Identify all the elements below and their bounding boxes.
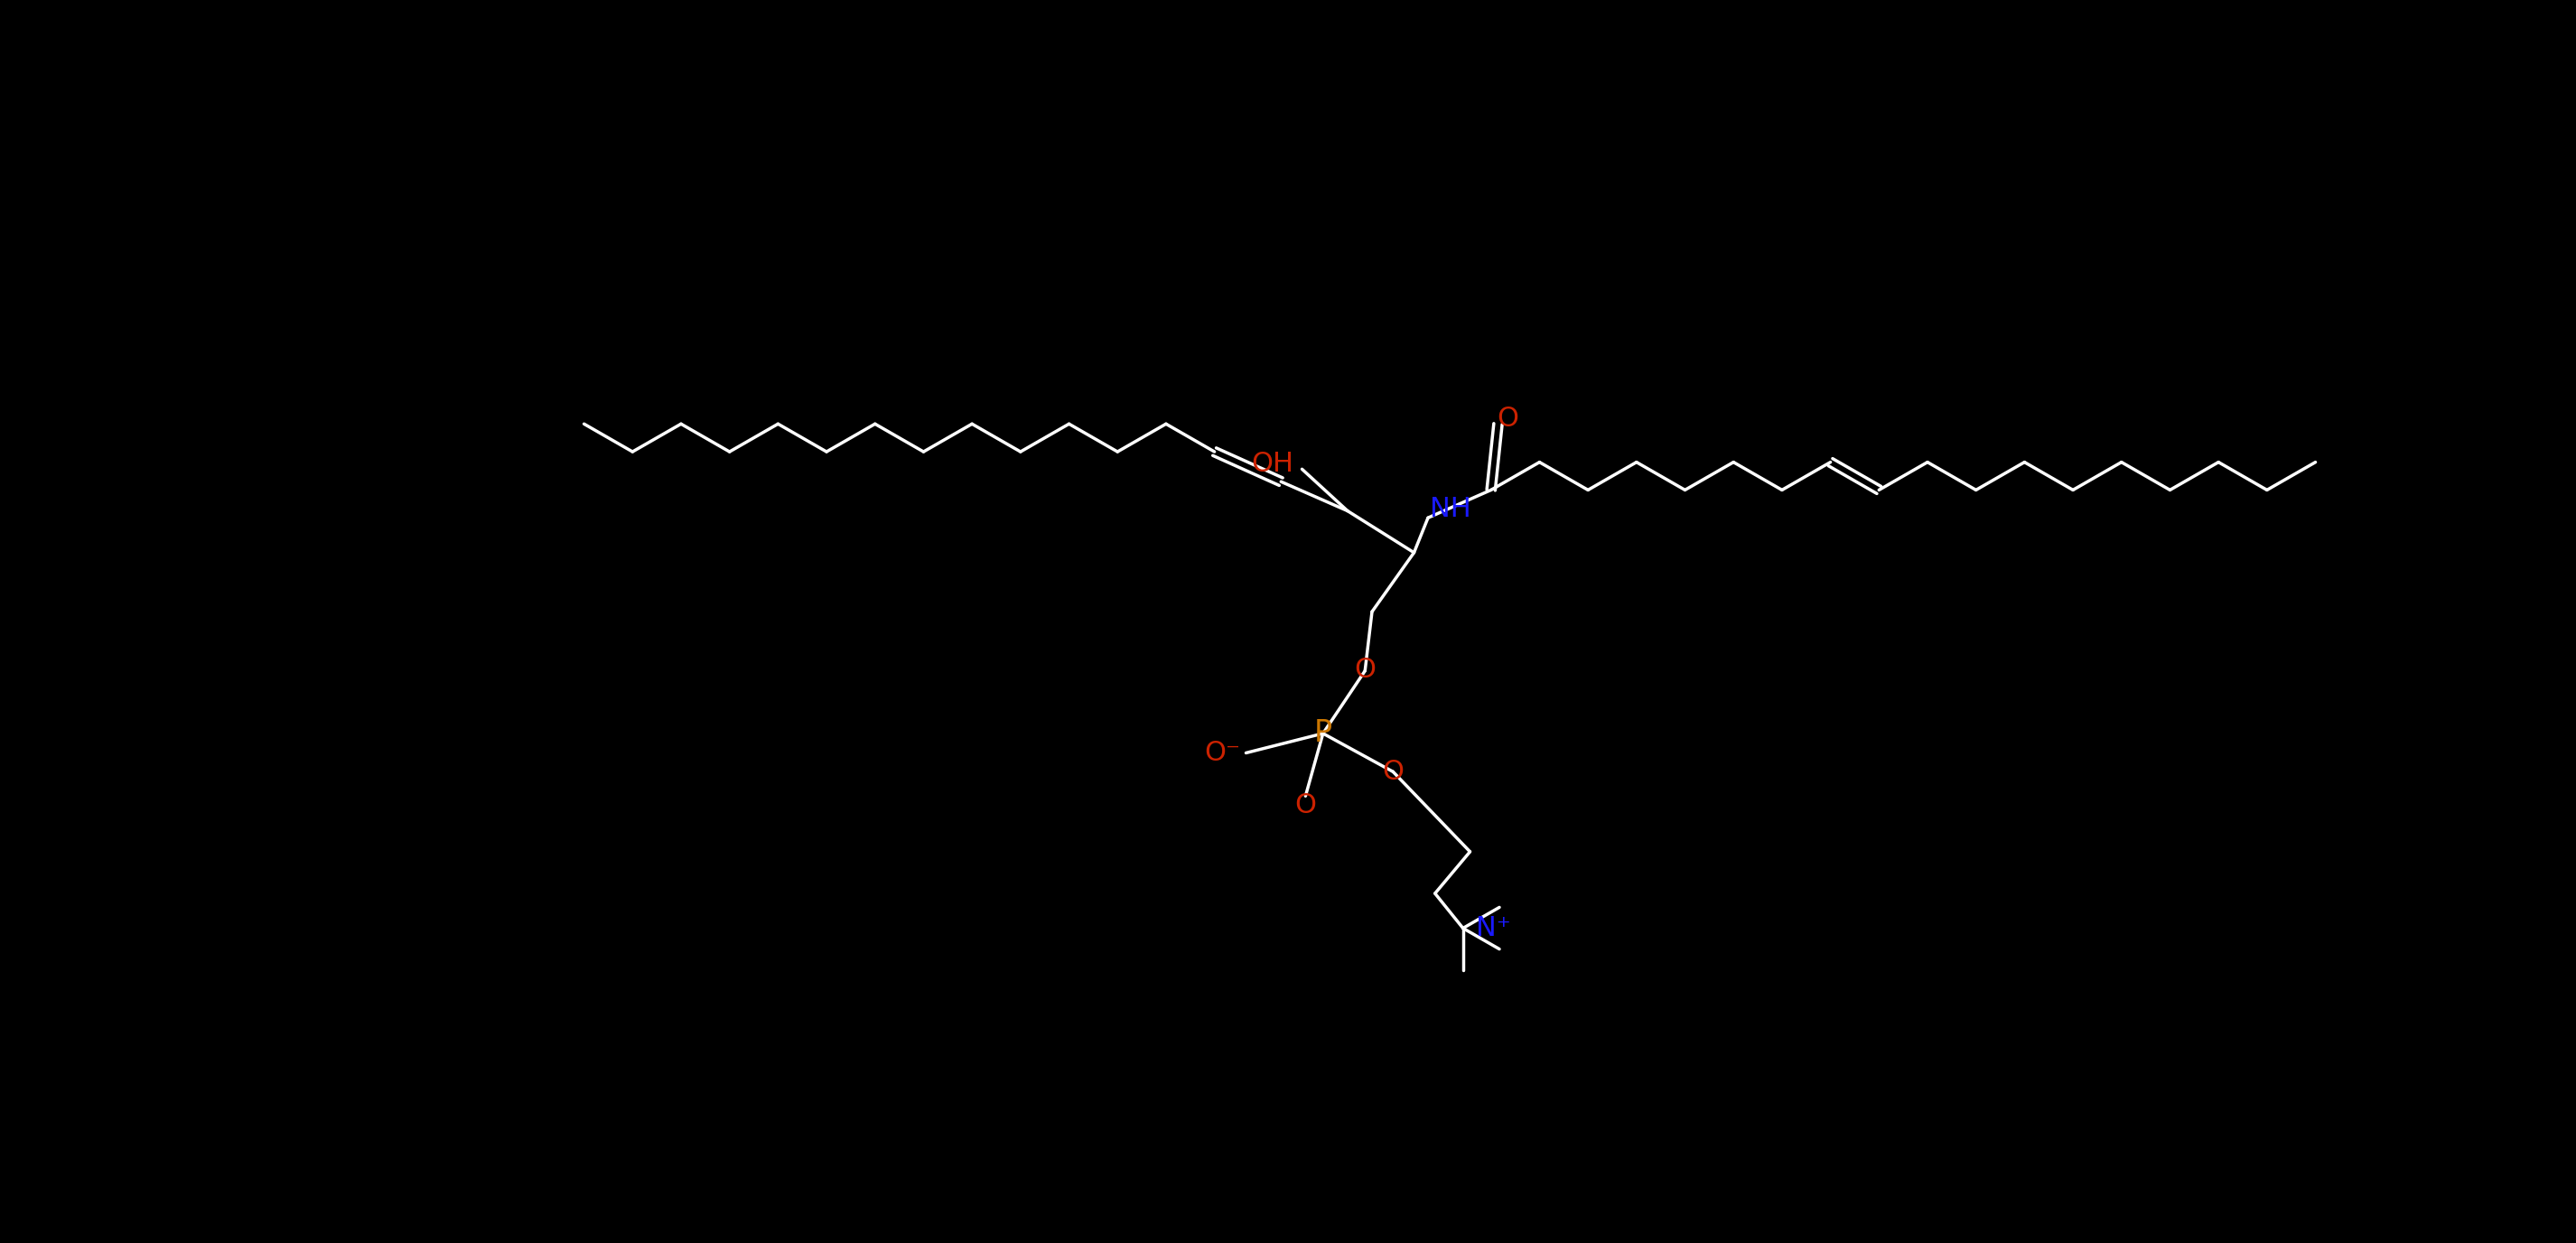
- Text: O: O: [1355, 656, 1376, 682]
- Text: O: O: [1383, 758, 1404, 784]
- Text: OH: OH: [1252, 450, 1293, 476]
- Text: O⁻: O⁻: [1203, 740, 1242, 766]
- Text: NH: NH: [1430, 496, 1471, 522]
- Text: P: P: [1314, 718, 1332, 748]
- Text: O: O: [1296, 793, 1316, 819]
- Text: O: O: [1497, 405, 1520, 431]
- Text: N⁺: N⁺: [1476, 915, 1510, 941]
